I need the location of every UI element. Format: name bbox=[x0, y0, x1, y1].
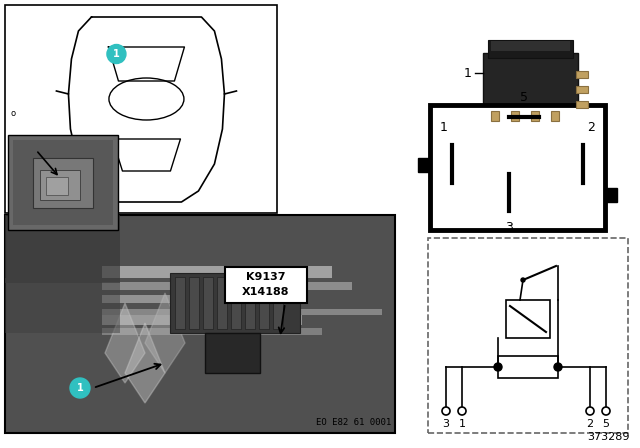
Bar bbox=[273, 277, 283, 329]
Bar bbox=[259, 277, 269, 329]
Polygon shape bbox=[125, 323, 165, 403]
Bar bbox=[576, 101, 588, 108]
Bar bbox=[13, 140, 113, 225]
Circle shape bbox=[107, 44, 126, 64]
Text: 1: 1 bbox=[440, 121, 448, 134]
Bar bbox=[102, 315, 302, 325]
Bar bbox=[576, 86, 588, 93]
Bar bbox=[225, 267, 307, 303]
Bar bbox=[46, 177, 68, 195]
Bar bbox=[102, 328, 322, 335]
Bar bbox=[491, 41, 570, 51]
Bar bbox=[5, 278, 120, 333]
Bar bbox=[217, 277, 227, 329]
Bar bbox=[8, 135, 118, 230]
Bar bbox=[102, 295, 302, 303]
Bar bbox=[102, 309, 382, 315]
Text: 2: 2 bbox=[587, 121, 595, 134]
Bar bbox=[5, 215, 395, 433]
Bar bbox=[245, 277, 255, 329]
Circle shape bbox=[70, 378, 90, 398]
Text: 5: 5 bbox=[602, 419, 609, 429]
Text: 3: 3 bbox=[442, 419, 449, 429]
Circle shape bbox=[602, 407, 610, 415]
Bar bbox=[231, 277, 241, 329]
Bar bbox=[498, 356, 558, 378]
Text: 1: 1 bbox=[458, 419, 465, 429]
Bar bbox=[175, 277, 185, 329]
Text: 1: 1 bbox=[113, 49, 120, 59]
Bar bbox=[102, 266, 332, 278]
Bar bbox=[551, 111, 559, 121]
Bar bbox=[511, 111, 519, 121]
Bar bbox=[491, 111, 499, 121]
Bar bbox=[205, 333, 260, 373]
Text: 1: 1 bbox=[77, 383, 83, 393]
Bar bbox=[576, 71, 588, 78]
Text: K9137: K9137 bbox=[246, 272, 285, 282]
Bar bbox=[531, 111, 539, 121]
Bar bbox=[5, 5, 277, 213]
Bar bbox=[189, 277, 199, 329]
Circle shape bbox=[458, 407, 466, 415]
Text: o: o bbox=[10, 109, 15, 118]
Bar bbox=[483, 53, 578, 113]
Bar bbox=[430, 105, 605, 230]
Text: 5: 5 bbox=[520, 90, 528, 103]
Text: 373289: 373289 bbox=[588, 432, 630, 442]
Text: X14188: X14188 bbox=[243, 287, 290, 297]
Bar bbox=[40, 170, 80, 200]
Circle shape bbox=[494, 363, 502, 371]
Polygon shape bbox=[145, 293, 185, 373]
Bar bbox=[170, 273, 300, 333]
Bar bbox=[5, 215, 120, 283]
Bar bbox=[102, 282, 352, 290]
Bar bbox=[203, 277, 213, 329]
Circle shape bbox=[586, 407, 594, 415]
Bar bbox=[488, 40, 573, 58]
Text: EO E82 61 0001: EO E82 61 0001 bbox=[316, 418, 391, 427]
Text: 2: 2 bbox=[586, 419, 593, 429]
Bar bbox=[506, 300, 550, 338]
Bar bbox=[605, 188, 617, 202]
Bar bbox=[428, 238, 628, 433]
Bar bbox=[418, 158, 430, 172]
Circle shape bbox=[521, 278, 525, 282]
Circle shape bbox=[442, 407, 450, 415]
Bar bbox=[33, 158, 93, 208]
Polygon shape bbox=[105, 303, 145, 383]
Text: 1: 1 bbox=[464, 66, 472, 79]
Circle shape bbox=[554, 363, 562, 371]
Text: 3: 3 bbox=[505, 221, 513, 234]
